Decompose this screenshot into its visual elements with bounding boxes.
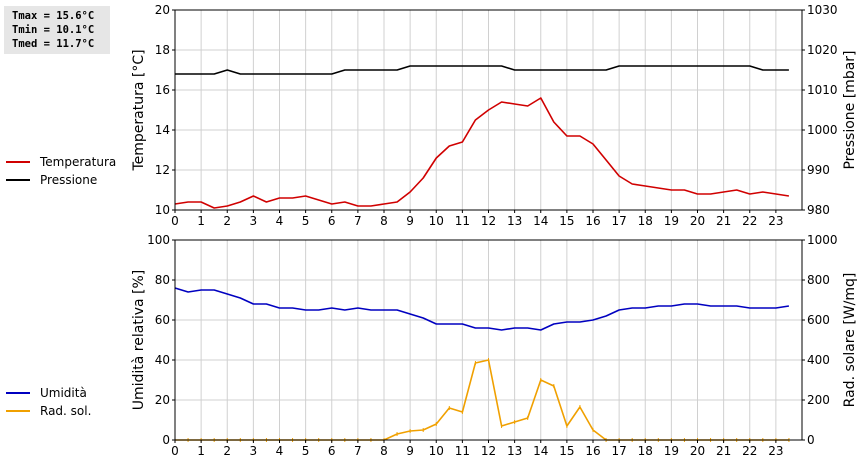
y2-tick-label: 980 xyxy=(807,203,830,217)
y-tick-label: 0 xyxy=(162,433,170,447)
x-tick-label: 5 xyxy=(302,214,310,228)
x-tick-label: 4 xyxy=(276,214,284,228)
y2-tick-label: 1020 xyxy=(807,43,838,57)
stat-tmax: Tmax = 15.6°C xyxy=(12,10,95,22)
legend-bottom: Umidità Rad. sol. xyxy=(6,384,91,420)
x-tick-label: 2 xyxy=(223,444,231,458)
x-tick-label: 20 xyxy=(690,444,705,458)
x-tick-label: 15 xyxy=(559,444,574,458)
x-tick-label: 14 xyxy=(533,214,548,228)
series-line-temperature xyxy=(174,97,790,209)
x-tick-label: 23 xyxy=(768,214,783,228)
legend-label-humidity: Umidità xyxy=(40,386,87,400)
x-tick-label: 14 xyxy=(533,444,548,458)
x-tick-label: 17 xyxy=(611,214,626,228)
x-tick-label: 9 xyxy=(406,214,414,228)
x-tick-label: 11 xyxy=(455,214,470,228)
legend-swatch-humidity xyxy=(6,392,30,394)
legend-top: Temperatura Pressione xyxy=(6,153,116,189)
y2-tick-label: 0 xyxy=(807,433,815,447)
series-line-pressure xyxy=(175,65,789,75)
legend-label-radiation: Rad. sol. xyxy=(40,404,92,418)
x-tick-label: 16 xyxy=(585,214,600,228)
y-tick-label: 12 xyxy=(155,163,170,177)
x-tick-label: 0 xyxy=(171,214,179,228)
legend-item-temperature: Temperatura xyxy=(6,153,116,171)
y-tick-label: 40 xyxy=(155,353,170,367)
x-tick-label: 1 xyxy=(197,214,205,228)
x-tick-label: 6 xyxy=(328,444,336,458)
x-tick-label: 7 xyxy=(354,444,362,458)
y-tick-label: 10 xyxy=(155,203,170,217)
x-tick-label: 15 xyxy=(559,214,574,228)
legend-swatch-pressure xyxy=(6,179,30,181)
y2-axis-title: Pressione [mbar] xyxy=(842,50,858,169)
x-tick-label: 21 xyxy=(716,214,731,228)
x-tick-label: 4 xyxy=(276,444,284,458)
x-tick-label: 13 xyxy=(507,214,522,228)
x-tick-label: 9 xyxy=(406,444,414,458)
legend-label-pressure: Pressione xyxy=(40,173,98,187)
legend-item-radiation: Rad. sol. xyxy=(6,402,91,420)
legend-label-temperature: Temperatura xyxy=(40,155,117,169)
x-tick-label: 20 xyxy=(690,214,705,228)
x-tick-label: 22 xyxy=(742,444,757,458)
y-tick-label: 20 xyxy=(155,3,170,17)
x-tick-label: 11 xyxy=(455,444,470,458)
legend-item-pressure: Pressione xyxy=(6,171,116,189)
x-tick-label: 10 xyxy=(429,444,444,458)
x-tick-label: 17 xyxy=(611,444,626,458)
x-tick-label: 7 xyxy=(354,214,362,228)
y-axis-title: Umidità relativa [%] xyxy=(131,270,147,411)
x-tick-label: 0 xyxy=(171,444,179,458)
series-line-humidity xyxy=(174,287,790,331)
x-tick-label: 2 xyxy=(223,214,231,228)
x-tick-label: 21 xyxy=(716,444,731,458)
y2-tick-label: 200 xyxy=(807,393,830,407)
y-tick-label: 18 xyxy=(155,43,170,57)
x-tick-label: 6 xyxy=(328,214,336,228)
y2-tick-label: 1030 xyxy=(807,3,838,17)
x-tick-label: 3 xyxy=(250,444,258,458)
x-tick-label: 19 xyxy=(664,214,679,228)
stat-tmed: Tmed = 11.7°C xyxy=(12,38,95,50)
stat-tmin: Tmin = 10.1°C xyxy=(12,24,95,36)
x-tick-label: 12 xyxy=(481,444,496,458)
legend-swatch-radiation xyxy=(6,410,30,412)
stats-box: Tmax = 15.6°C Tmin = 10.1°C Tmed = 11.7°… xyxy=(4,6,110,54)
y2-tick-label: 1000 xyxy=(807,233,838,247)
x-tick-label: 1 xyxy=(197,444,205,458)
x-tick-label: 12 xyxy=(481,214,496,228)
y-axis-title: Temperatura [°C] xyxy=(131,49,147,171)
y-tick-label: 60 xyxy=(155,313,170,327)
x-tick-label: 3 xyxy=(250,214,258,228)
y2-tick-label: 1000 xyxy=(807,123,838,137)
y2-axis-title: Rad. solare [W/mq] xyxy=(842,273,858,408)
x-tick-label: 5 xyxy=(302,444,310,458)
x-tick-label: 22 xyxy=(742,214,757,228)
x-tick-label: 23 xyxy=(768,444,783,458)
x-tick-label: 19 xyxy=(664,444,679,458)
y2-tick-label: 1010 xyxy=(807,83,838,97)
x-tick-label: 8 xyxy=(380,214,388,228)
y2-tick-label: 990 xyxy=(807,163,830,177)
y-tick-label: 80 xyxy=(155,273,170,287)
legend-swatch-temperature xyxy=(6,161,30,163)
y-tick-label: 16 xyxy=(155,83,170,97)
y-tick-label: 20 xyxy=(155,393,170,407)
x-tick-label: 18 xyxy=(638,444,653,458)
x-tick-label: 13 xyxy=(507,444,522,458)
y2-tick-label: 800 xyxy=(807,273,830,287)
legend-item-humidity: Umidità xyxy=(6,384,91,402)
x-tick-label: 10 xyxy=(429,214,444,228)
y2-tick-label: 400 xyxy=(807,353,830,367)
x-tick-label: 8 xyxy=(380,444,388,458)
y2-tick-label: 600 xyxy=(807,313,830,327)
x-tick-label: 18 xyxy=(638,214,653,228)
y-tick-label: 14 xyxy=(155,123,170,137)
x-tick-label: 16 xyxy=(585,444,600,458)
y-tick-label: 100 xyxy=(147,233,170,247)
